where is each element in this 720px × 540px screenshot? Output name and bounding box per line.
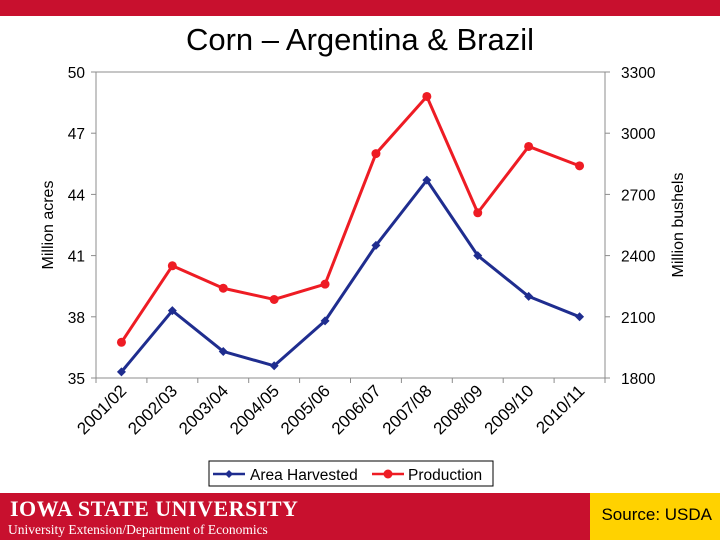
- legend-label-area-harvested: Area Harvested: [250, 467, 358, 484]
- data-point: [371, 149, 381, 159]
- x-tick-label: 2005/06: [277, 381, 334, 438]
- right-tick-label: 2700: [621, 187, 656, 204]
- plot-area: [95, 71, 606, 379]
- data-point: [524, 291, 534, 301]
- data-point: [320, 279, 330, 289]
- university-logo: IOWA STATE UNIVERSITY: [10, 496, 299, 521]
- x-tick-label: 2003/04: [175, 381, 232, 438]
- data-point: [473, 208, 483, 218]
- department-name: University Extension/Department of Econo…: [8, 522, 268, 537]
- legend-item-production: Production: [372, 467, 482, 484]
- legend-box: [208, 460, 494, 487]
- right-tick-label: 1800: [621, 371, 656, 388]
- top-brand-bar: [0, 0, 720, 16]
- right-tick-label: 2400: [621, 249, 656, 266]
- right-tick-label: 2100: [621, 310, 656, 327]
- left-tick-label: 35: [68, 371, 85, 388]
- x-tick-label: 2009/10: [481, 381, 538, 438]
- data-point: [575, 312, 585, 322]
- slide-title: Corn – Argentina & Brazil: [185, 22, 535, 57]
- chart: 50 47 44 41 38 35 3300 3000 2700 2400 2100 1800 20…: [40, 65, 687, 487]
- right-tick-label: 3300: [621, 65, 656, 82]
- data-point: [269, 361, 279, 371]
- x-tick-label: 2007/08: [379, 381, 436, 438]
- left-axis: 50 47 44 41 38 35: [68, 65, 96, 388]
- data-point: [371, 240, 381, 250]
- left-tick-label: 38: [68, 310, 85, 327]
- left-tick-label: 47: [68, 126, 85, 143]
- right-axis: 3300 3000 2700 2400 2100 1800: [605, 65, 656, 388]
- series-layer: [116, 91, 585, 377]
- x-tick-label: 2001/02: [73, 381, 130, 438]
- x-tick-label: 2006/07: [328, 381, 385, 438]
- series-line: [120, 94, 581, 344]
- data-point: [422, 175, 432, 185]
- data-point: [218, 283, 228, 293]
- legend-item-area-harvested: Area Harvested: [213, 467, 358, 484]
- x-tick-label: 2008/09: [430, 381, 487, 438]
- left-tick-label: 41: [68, 249, 85, 266]
- data-point: [167, 261, 177, 271]
- x-axis: 2001/022002/032003/042004/052005/062006/…: [73, 378, 606, 438]
- legend-marker-production: [383, 469, 393, 479]
- series-production: [116, 91, 585, 347]
- y-left-axis-label: Million acres: [40, 181, 57, 270]
- x-tick-label: 2002/03: [124, 381, 181, 438]
- footer-bar: [0, 493, 720, 540]
- data-point: [422, 91, 432, 101]
- x-tick-label: 2010/11: [532, 381, 588, 437]
- data-point: [218, 346, 228, 356]
- y-right-axis-label: Million bushels: [670, 173, 687, 278]
- series-line: [120, 178, 581, 373]
- series-area-harvested: [116, 175, 585, 377]
- data-point: [116, 337, 126, 347]
- left-tick-label: 50: [68, 65, 86, 82]
- x-tick-label: 2004/05: [226, 381, 283, 438]
- right-tick-label: 3000: [621, 126, 656, 143]
- source-label: Source: USDA: [601, 505, 712, 524]
- left-tick-label: 44: [68, 187, 86, 204]
- legend-marker-area-harvested: [225, 470, 233, 478]
- data-point: [116, 367, 126, 377]
- data-point: [524, 141, 534, 151]
- data-point: [167, 306, 177, 316]
- data-point: [320, 316, 330, 326]
- data-point: [473, 251, 483, 261]
- data-point: [575, 161, 585, 171]
- data-point: [269, 294, 279, 304]
- legend-label-production: Production: [408, 467, 482, 484]
